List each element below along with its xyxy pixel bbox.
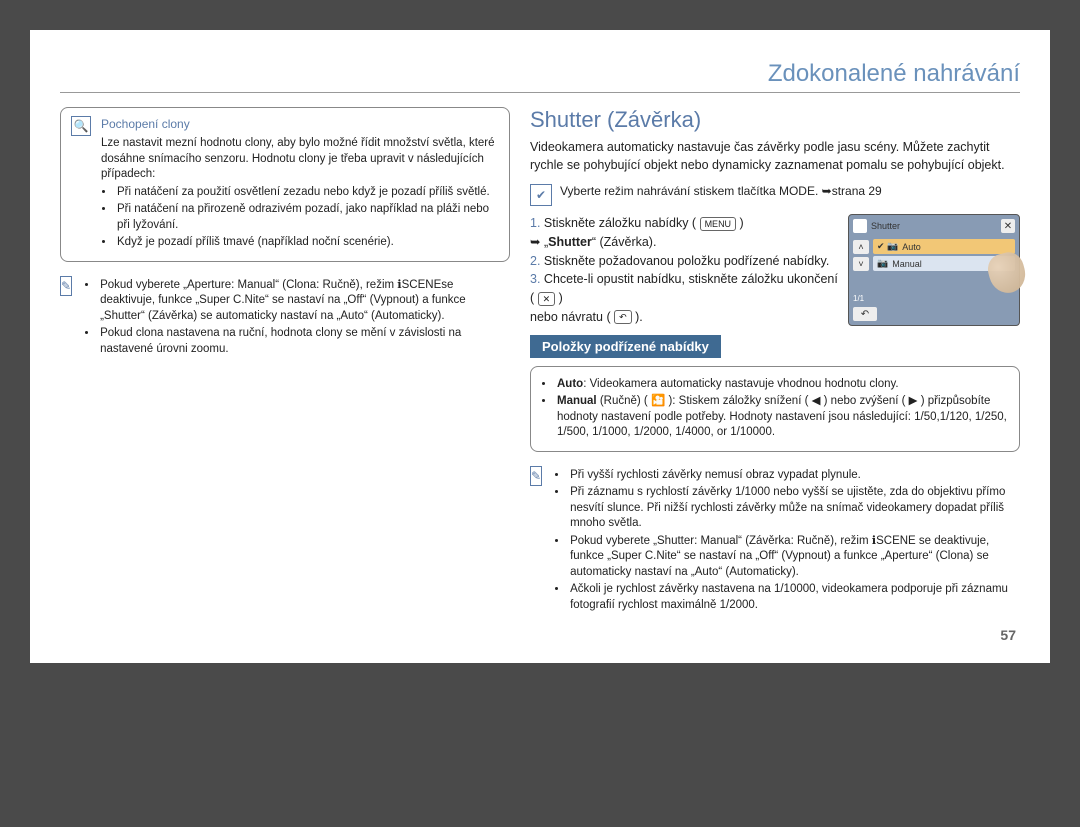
check-icon: ✔ [530,184,552,206]
shutter-title: Shutter (Závěrka) [530,107,1020,133]
bullet: Když je pozadí příliš tmavé (například n… [115,235,499,251]
magnifier-icon: 🔍 [71,116,91,136]
page-title: Zdokonalené nahrávání [60,60,1020,93]
up-arrow-icon[interactable]: ˄ [853,240,869,254]
steps: 1. Stiskněte záložku nabídky ( MENU )➥ „… [530,214,838,327]
left-note: ✎ Pokud vyberete „Aperture: Manual“ (Clo… [60,276,510,360]
manual-page: Zdokonalené nahrávání 🔍 Pochopení clony … [30,30,1050,663]
right-column: Shutter (Závěrka) Videokamera automatick… [530,107,1020,643]
screen-title: Shutter [871,221,900,231]
bullet: Pokud vyberete „Aperture: Manual“ (Clona… [98,278,510,325]
step-text: Stiskněte záložku nabídky ( MENU )➥ „Shu… [530,216,744,249]
right-note-bullets: Při vyšší rychlosti závěrky nemusí obraz… [568,468,1020,614]
content-columns: 🔍 Pochopení clony Lze nastavit mezní hod… [60,107,1020,643]
aperture-box: 🔍 Pochopení clony Lze nastavit mezní hod… [60,107,510,262]
left-note-bullets: Pokud vyberete „Aperture: Manual“ (Clona… [98,278,510,358]
submenu-header: Položky podřízené nabídky [530,335,721,358]
option-auto[interactable]: ✔ 📷 Auto [873,239,1015,254]
note-icon: ✎ [530,466,542,486]
right-note: ✎ Při vyšší rychlosti závěrky nemusí obr… [530,466,1020,616]
down-arrow-icon[interactable]: ˅ [853,257,869,271]
menu-icon: MENU [700,217,737,231]
aperture-bullets: Při natáčení za použití osvětlení zezadu… [115,185,499,251]
camera-icon [853,219,867,233]
bullet: Při natáčení na přirozeně odrazivém poza… [115,202,499,233]
bullet: Při záznamu s rychlostí závěrky 1/1000 n… [568,485,1020,532]
options-box: Auto: Videokamera automaticky nastavuje … [530,366,1020,452]
step-text: Stiskněte požadovanou položku podřízené … [544,254,829,268]
left-column: 🔍 Pochopení clony Lze nastavit mezní hod… [60,107,510,643]
step-text: Chcete-li opustit nabídku, stiskněte zál… [530,272,838,324]
back-icon: ↶ [614,310,632,324]
screen-back-icon[interactable]: ↶ [853,307,877,321]
aperture-box-title: Pochopení clony [101,116,499,132]
page-number: 57 [530,627,1020,643]
bullet: Pokud clona nastavena na ruční, hodnota … [98,326,510,357]
close-icon: ✕ [538,292,556,306]
steps-row: 1. Stiskněte záložku nabídky ( MENU )➥ „… [530,214,1020,327]
mode-text: Vyberte režim nahrávání stiskem tlačítka… [560,184,882,198]
lcd-screenshot: Shutter ✕ ˄ ✔ 📷 Auto ˅ 📷 Manual 1/1 ↶ [848,214,1020,326]
bullet: Ačkoli je rychlost závěrky nastavena na … [568,582,1020,613]
bullet: Pokud vyberete „Shutter: Manual“ (Závěrk… [568,534,1020,581]
aperture-box-text: Lze nastavit mezní hodnotu clony, aby by… [101,136,499,183]
screen-close-icon[interactable]: ✕ [1001,219,1015,233]
option-auto-line: Auto: Videokamera automaticky nastavuje … [555,377,1009,393]
bullet: Při vyšší rychlosti závěrky nemusí obraz… [568,468,1020,484]
option-manual-line: Manual (Ručně) ( 🎦 ): Stiskem záložky sn… [555,394,1009,441]
bullet: Při natáčení za použití osvětlení zezadu… [115,185,499,201]
shutter-intro: Videokamera automaticky nastavuje čas zá… [530,139,1020,174]
screen-page-indicator: 1/1 [853,294,864,303]
note-icon: ✎ [60,276,72,296]
mode-row: ✔ Vyberte režim nahrávání stiskem tlačít… [530,184,1020,206]
